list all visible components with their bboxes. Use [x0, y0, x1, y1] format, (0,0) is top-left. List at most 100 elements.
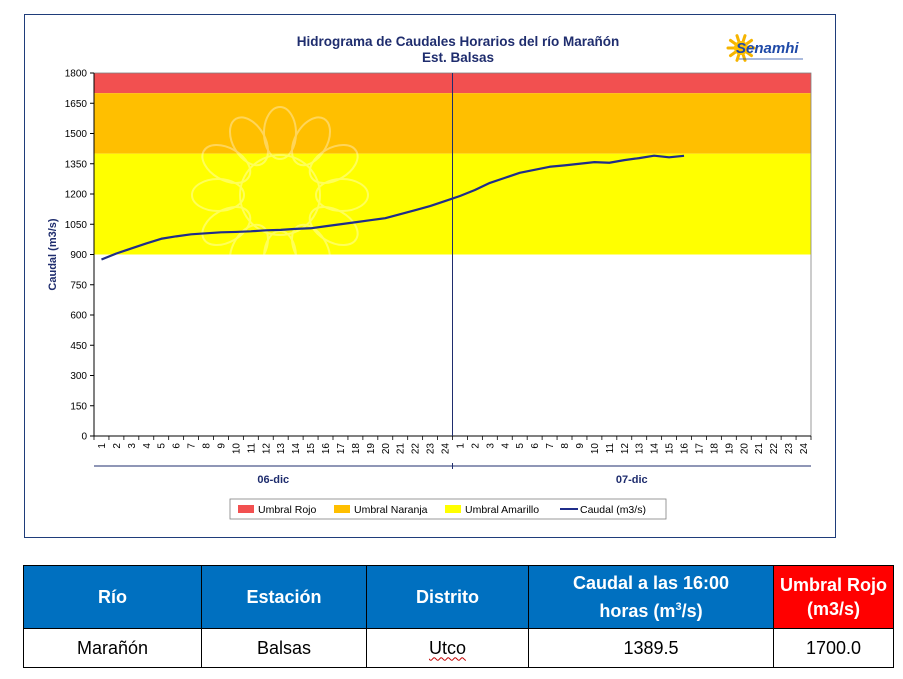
- legend-label: Umbral Rojo: [258, 504, 317, 516]
- cell-umbral: 1700.0: [773, 628, 894, 668]
- x-tick-label: 10: [231, 443, 242, 455]
- x-tick-label: 18: [351, 443, 362, 455]
- x-tick-label: 21: [396, 443, 407, 455]
- chart-frame: 0 150 300 450 600 750 900 1050 1200 1350 1500 1650 1…: [24, 14, 836, 538]
- x-tick-label: 3: [127, 443, 138, 449]
- logo-sun-ray-icon: [744, 38, 754, 46]
- cell-caudal: 1389.5: [528, 628, 774, 668]
- header-estacion: Estación: [201, 565, 367, 629]
- station-summary-table: Río Estación Distrito Caudal a las 16:00…: [23, 565, 894, 668]
- logo-sun-ray-icon: [728, 38, 738, 46]
- y-tick-label: 1200: [65, 190, 88, 201]
- x-tick-label: 15: [665, 443, 676, 455]
- y-tick-label: 1650: [65, 99, 88, 110]
- logo-sun-ray-icon: [728, 50, 738, 58]
- sun-ray-icon: [291, 223, 332, 274]
- senamhi-logo: Senamhi: [726, 34, 803, 62]
- day-label: 07-dic: [616, 474, 648, 486]
- x-tick-label: 7: [545, 443, 556, 449]
- x-tick-label: 23: [784, 443, 795, 455]
- legend-label: Caudal (m3/s): [580, 504, 646, 516]
- sun-ray-icon: [315, 178, 369, 212]
- x-tick-label: 12: [620, 443, 631, 455]
- x-tick-label: 16: [321, 443, 332, 455]
- x-tick-label: 17: [694, 443, 705, 455]
- sun-core-icon: [239, 154, 321, 236]
- y-tick-label: 1800: [65, 69, 88, 80]
- sun-ray-icon: [229, 223, 269, 274]
- x-tick-label: 5: [157, 443, 168, 449]
- header-rio: Río: [23, 565, 202, 629]
- x-tick-label: 24: [799, 443, 810, 455]
- logo-sun-ray-icon: [735, 52, 741, 62]
- x-tick-label: 1: [97, 443, 108, 449]
- x-tick-label: 12: [261, 443, 272, 455]
- day-label: 06-dic: [257, 474, 289, 486]
- x-tick-label: 19: [724, 443, 735, 455]
- x-tick-label: 5: [515, 443, 526, 449]
- x-tick-label: 13: [635, 443, 646, 455]
- x-tick-label: 6: [172, 443, 183, 449]
- y-tick-label: 300: [70, 371, 87, 382]
- x-tick-label: 17: [336, 443, 347, 455]
- x-tick-label: 16: [680, 443, 691, 455]
- x-tick-label: 8: [202, 443, 213, 449]
- x-tick-label: 2: [112, 443, 123, 449]
- sun-ray-icon: [191, 178, 245, 212]
- table-header-row: Río Estación Distrito Caudal a las 16:00…: [23, 565, 894, 629]
- chart-subtitle: Est. Balsas: [422, 50, 494, 65]
- legend-swatch: [445, 505, 461, 513]
- logo-sun-ray-icon: [744, 50, 754, 58]
- header-caudal: Caudal a las 16:00 horas (m3/s): [528, 565, 774, 629]
- x-tick-label: 11: [605, 443, 616, 454]
- x-tick-label: 10: [590, 443, 601, 455]
- x-tick-label: 18: [709, 443, 720, 455]
- logo-sun-ray-icon: [741, 34, 747, 44]
- x-tick-label: 14: [291, 443, 302, 455]
- x-tick-label: 22: [769, 443, 780, 455]
- x-tick-label: 4: [142, 443, 153, 449]
- x-tick-label: 9: [575, 443, 586, 449]
- chart-title: Hidrograma de Caudales Horarios del río …: [297, 34, 620, 49]
- y-tick-label: 900: [70, 250, 87, 261]
- x-tick-label: 9: [216, 443, 227, 449]
- sun-ray-icon: [263, 106, 297, 160]
- y-tick-label: 750: [70, 280, 87, 291]
- y-tick-label: 1500: [65, 129, 88, 140]
- legend-swatch: [334, 505, 350, 513]
- header-distrito: Distrito: [366, 565, 529, 629]
- sun-ray-icon: [201, 144, 252, 184]
- y-axis-title: Caudal (m3/s): [47, 218, 59, 290]
- table-row: Marañón Balsas Utco 1389.5 1700.0: [23, 628, 894, 668]
- sun-ray-icon: [291, 116, 331, 167]
- x-tick-label: 14: [650, 443, 661, 455]
- x-tick-label: 8: [560, 443, 571, 449]
- sun-ray-icon: [308, 206, 359, 246]
- x-tick-label: 6: [530, 443, 541, 449]
- y-tick-label: 1350: [65, 159, 88, 170]
- x-tick-label: 1: [455, 443, 466, 449]
- logo-sun-ray-icon: [735, 34, 741, 44]
- x-tick-label: 7: [187, 443, 198, 449]
- legend-swatch: [238, 505, 254, 513]
- x-tick-label: 15: [306, 443, 317, 455]
- cell-distrito: Utco: [366, 628, 529, 668]
- legend-label: Umbral Naranja: [354, 504, 428, 516]
- x-tick-label: 20: [739, 443, 750, 455]
- sun-ray-icon: [308, 144, 359, 184]
- logo-text: Senamhi: [736, 40, 799, 57]
- sun-ray-icon: [229, 116, 269, 167]
- x-tick-label: 23: [426, 443, 437, 455]
- cell-rio: Marañón: [23, 628, 202, 668]
- y-tick-label: 1050: [65, 220, 88, 231]
- x-tick-label: 24: [441, 443, 452, 455]
- y-tick-label: 450: [70, 341, 87, 352]
- x-tick-label: 20: [381, 443, 392, 455]
- x-tick-label: 19: [366, 443, 377, 455]
- x-tick-label: 2: [470, 443, 481, 449]
- cell-estacion: Balsas: [201, 628, 367, 668]
- logo-sun-icon: [734, 41, 748, 55]
- y-tick-label: 600: [70, 311, 87, 322]
- x-tick-label: 4: [500, 443, 511, 449]
- hydrograph-chart: 0 150 300 450 600 750 900 1050 1200 1350 1500 1650 1…: [47, 34, 812, 520]
